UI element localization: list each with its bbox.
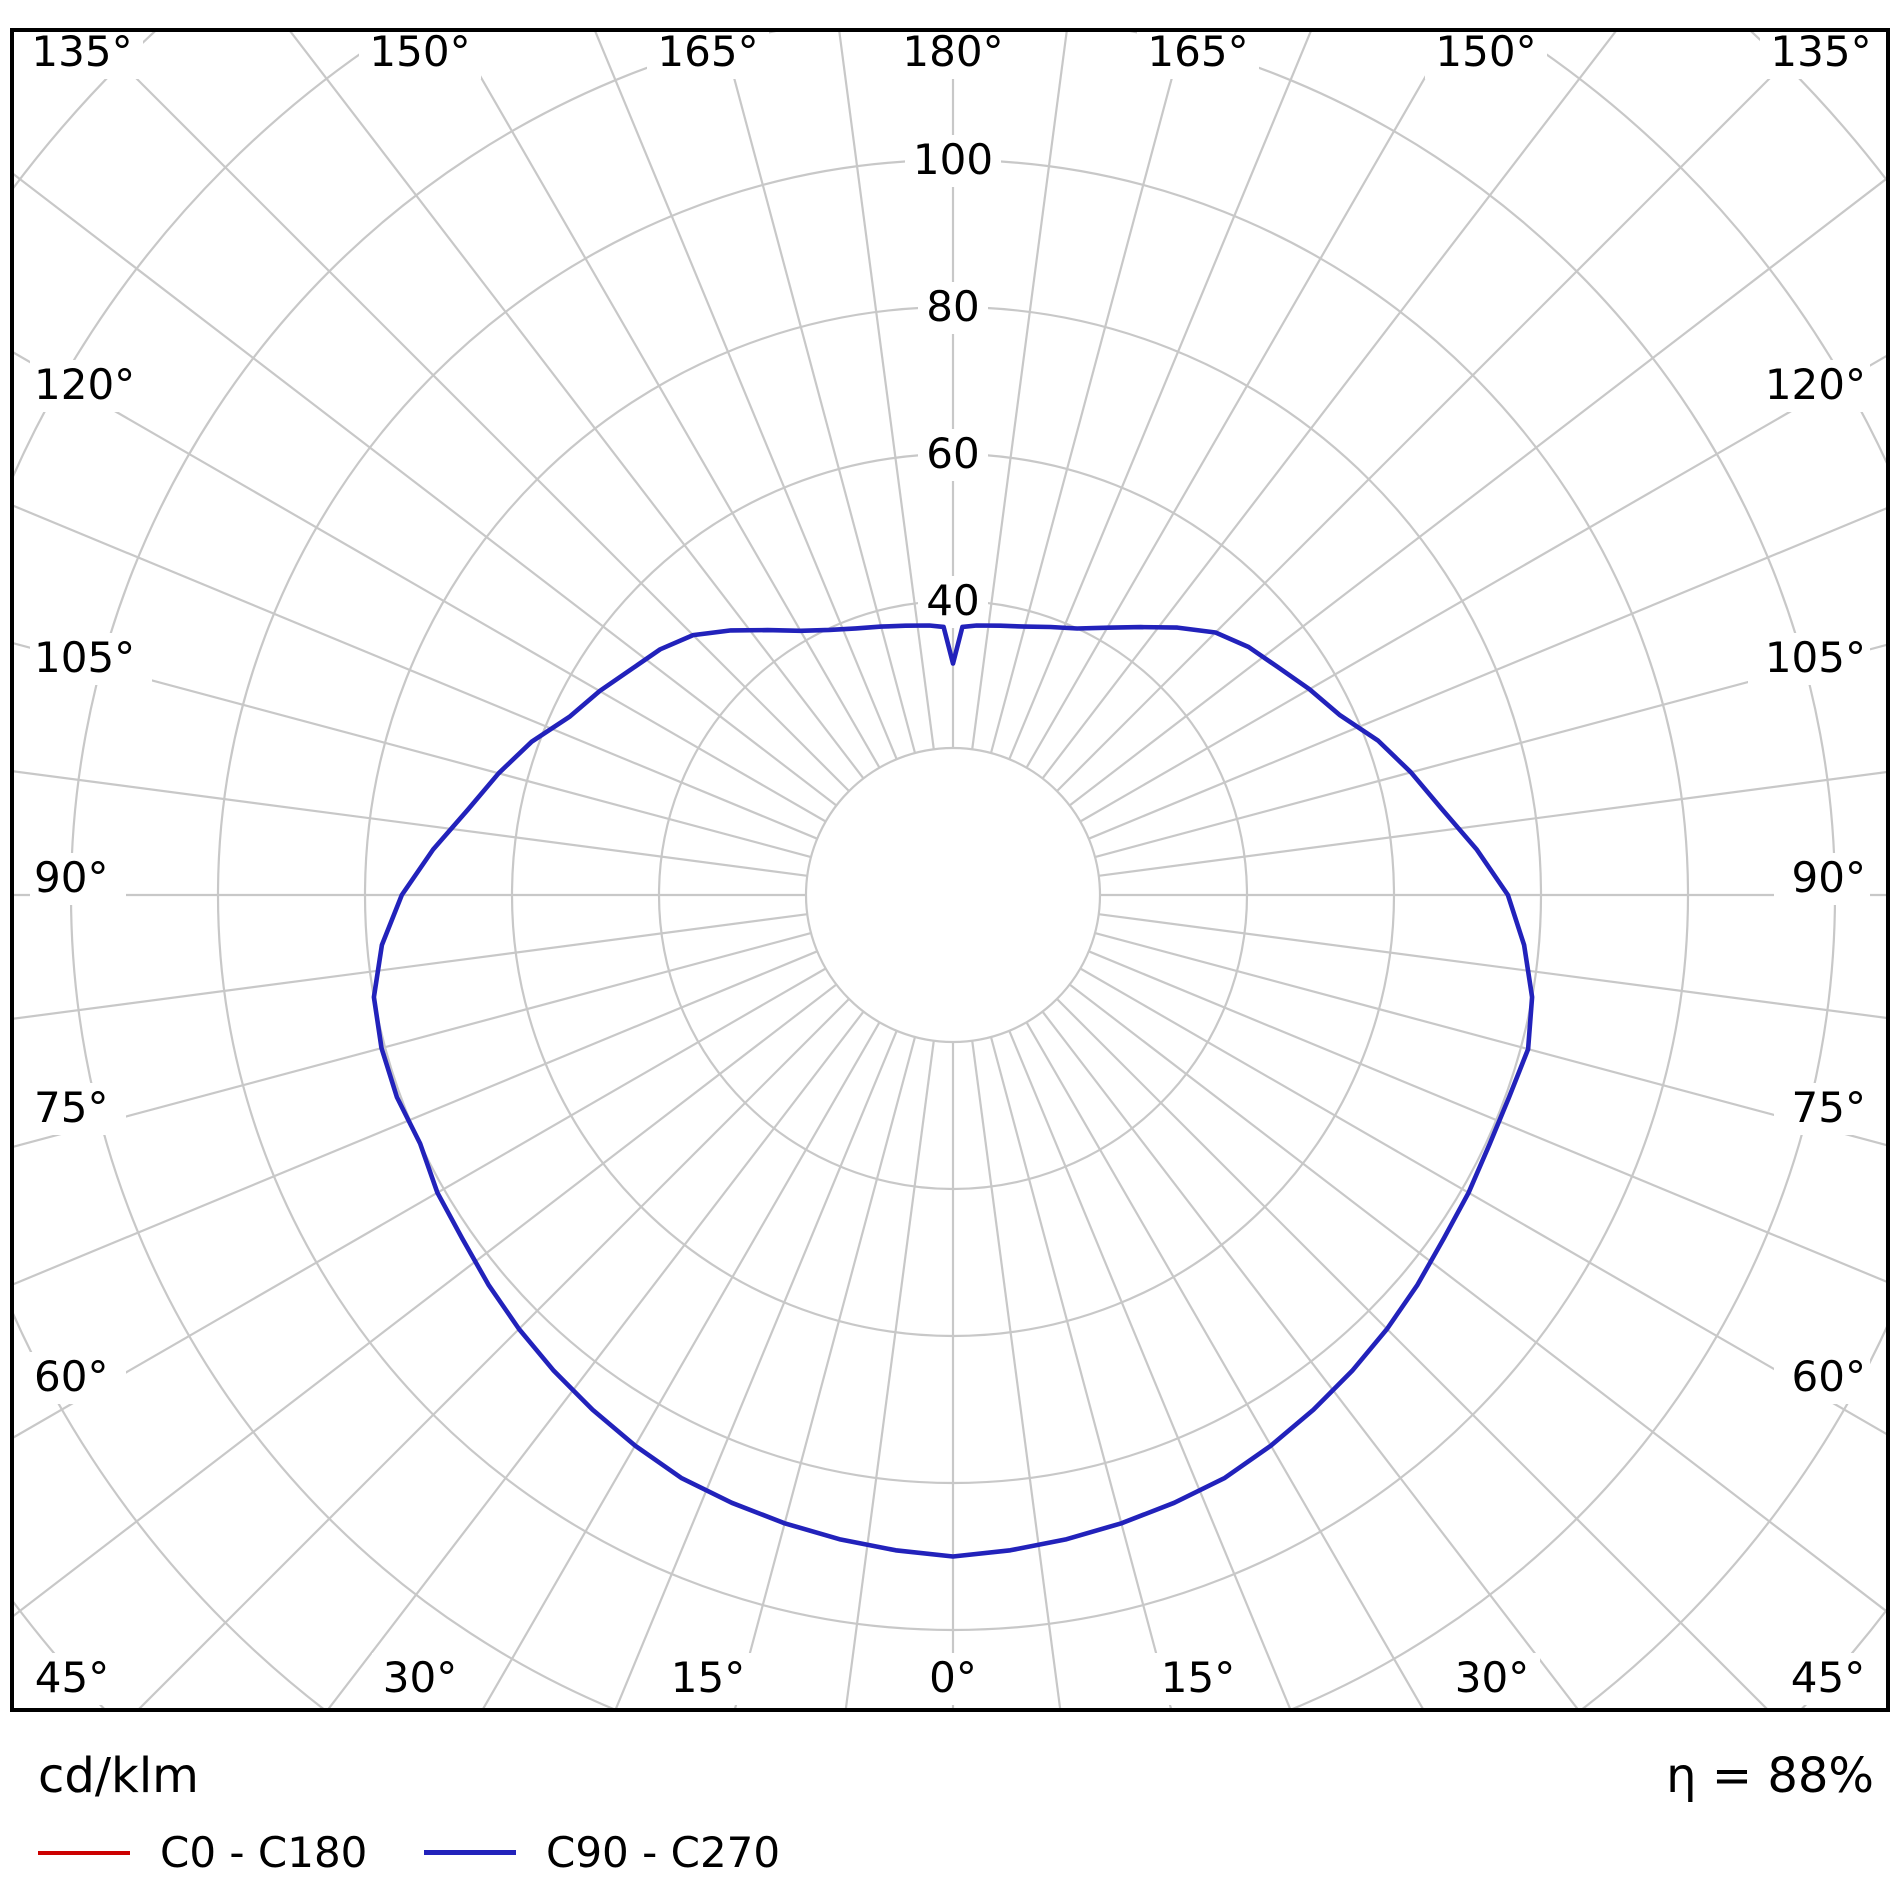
units-label: cd/klm	[38, 1748, 199, 1804]
svg-text:75°: 75°	[1792, 1083, 1866, 1132]
svg-text:30°: 30°	[383, 1653, 457, 1702]
svg-text:150°: 150°	[1435, 27, 1536, 76]
svg-text:150°: 150°	[369, 27, 470, 76]
svg-text:180°: 180°	[902, 27, 1003, 76]
svg-text:105°: 105°	[1765, 633, 1866, 682]
svg-text:105°: 105°	[34, 633, 135, 682]
svg-text:135°: 135°	[1770, 27, 1871, 76]
svg-text:165°: 165°	[657, 27, 758, 76]
legend-item-c90-c270: C90 - C270	[424, 1828, 780, 1877]
legend-label-c90-c270: C90 - C270	[546, 1828, 781, 1877]
svg-text:15°: 15°	[671, 1653, 745, 1702]
svg-text:45°: 45°	[35, 1653, 109, 1702]
c0-c180-line-swatch	[38, 1850, 130, 1855]
svg-text:120°: 120°	[34, 360, 135, 409]
svg-text:40: 40	[926, 576, 979, 625]
svg-text:30°: 30°	[1455, 1653, 1529, 1702]
svg-text:90°: 90°	[1792, 853, 1866, 902]
legend-label-c0-c180: C0 - C180	[160, 1828, 368, 1877]
efficiency-label: η = 88%	[1666, 1748, 1874, 1804]
svg-text:80: 80	[926, 282, 979, 331]
c90-c270-line-swatch	[424, 1850, 516, 1855]
svg-text:135°: 135°	[31, 27, 132, 76]
svg-text:120°: 120°	[1765, 360, 1866, 409]
svg-text:100: 100	[913, 135, 993, 184]
svg-text:165°: 165°	[1147, 27, 1248, 76]
svg-text:15°: 15°	[1161, 1653, 1235, 1702]
legend-item-c0-c180: C0 - C180	[38, 1828, 367, 1877]
svg-text:0°: 0°	[929, 1653, 977, 1702]
svg-text:60: 60	[926, 429, 979, 478]
svg-text:60°: 60°	[34, 1352, 108, 1401]
svg-text:90°: 90°	[34, 853, 108, 902]
svg-text:45°: 45°	[1791, 1653, 1865, 1702]
svg-text:60°: 60°	[1792, 1352, 1866, 1401]
svg-text:75°: 75°	[34, 1083, 108, 1132]
